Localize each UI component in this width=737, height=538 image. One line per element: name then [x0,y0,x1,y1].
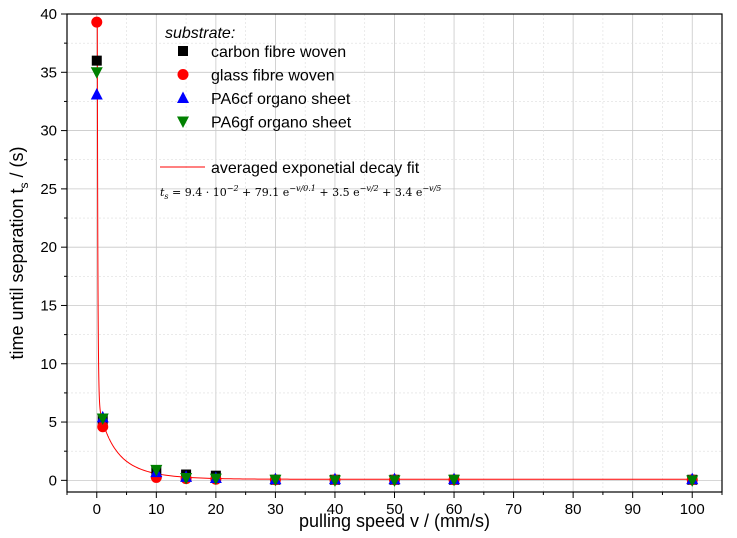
formula-part: + 79.1 e [239,186,290,199]
data-point [150,464,163,477]
formula-lhs: t [160,186,165,199]
data-point [90,67,103,79]
formula-part: + 3.5 e [316,186,360,199]
x-tick-label: 60 [446,501,463,518]
fit-formula: ts = 9.4 · 10−2 + 79.1 e−v/0.1 + 3.5 e−v… [160,184,441,201]
legend-label: PA6gf organo sheet [211,115,352,132]
formula-superscript: −2 [227,184,239,193]
legend-marker [177,91,189,103]
data-point [686,475,699,487]
formula-superscript: −v/5 [422,184,441,193]
formula-superscript: −v/0.1 [289,184,316,193]
data-point [180,473,193,485]
data-point [448,474,461,487]
data-point [91,16,103,28]
y-axis-title-subscript: s [17,182,31,188]
series-triangle-down [90,67,699,487]
x-tick-label: 0 [93,501,101,518]
legend-entries: carbon fibre woven glass fibre woven PA6cf… [177,44,352,132]
data-point [97,421,109,433]
legend-fit-label: averaged exponetial decay fit [211,160,420,177]
data-point [209,473,222,486]
y-axis-title-main: time until separation t [7,188,27,359]
y-tick-label: 25 [40,181,57,198]
x-tick-label: 20 [208,501,225,518]
y-tick-label: 35 [40,64,57,81]
x-tick-label: 50 [386,501,403,518]
y-tick-label: 20 [40,239,57,256]
legend-title: substrate: [165,25,235,42]
formula-part: = 9.4 · 10 [169,186,227,199]
y-tick-label: 30 [40,123,57,140]
y-tick-label: 15 [40,297,57,314]
x-tick-label: 10 [148,501,165,518]
y-axis-title: time until separation ts / (s) [7,146,31,359]
y-axis-title-unit: / (s) [7,146,27,182]
legend-marker [177,116,189,128]
legend-label: carbon fibre woven [211,44,346,61]
axis-ticks [61,13,723,498]
data-point [90,87,103,100]
y-tick-label: 10 [40,356,57,373]
data-point [269,474,282,487]
x-tick-label: 80 [565,501,582,518]
x-tick-label: 100 [680,501,705,518]
x-tick-labels: 0 10 20 30 40 50 60 70 80 90 100 [93,501,705,518]
y-tick-label: 0 [49,472,57,489]
x-tick-label: 30 [267,501,284,518]
data-point [96,413,109,426]
legend-marker [177,69,189,80]
data-point [388,475,401,487]
formula-superscript: −v/2 [360,184,379,193]
formula-lhs-sub: s [164,192,168,201]
legend-label: glass fibre woven [211,68,335,85]
x-tick-label: 70 [505,501,522,518]
legend: substrate: carbon fibre woven glass fibre… [160,25,441,201]
y-tick-label: 5 [49,414,57,431]
legend-marker [178,46,188,56]
x-tick-label: 90 [624,501,641,518]
y-tick-labels: 0 5 10 15 20 25 30 35 40 [40,6,57,489]
x-tick-label: 40 [327,501,344,518]
grid-lines [66,13,723,492]
y-tick-label: 40 [40,6,57,23]
data-point [328,475,341,487]
x-axis-title: pulling speed v / (mm/s) [299,511,490,531]
data-point [91,55,102,66]
formula-part: + 3.4 e [379,186,423,199]
data-points-layer [90,16,699,487]
legend-label: PA6cf organo sheet [211,91,351,108]
